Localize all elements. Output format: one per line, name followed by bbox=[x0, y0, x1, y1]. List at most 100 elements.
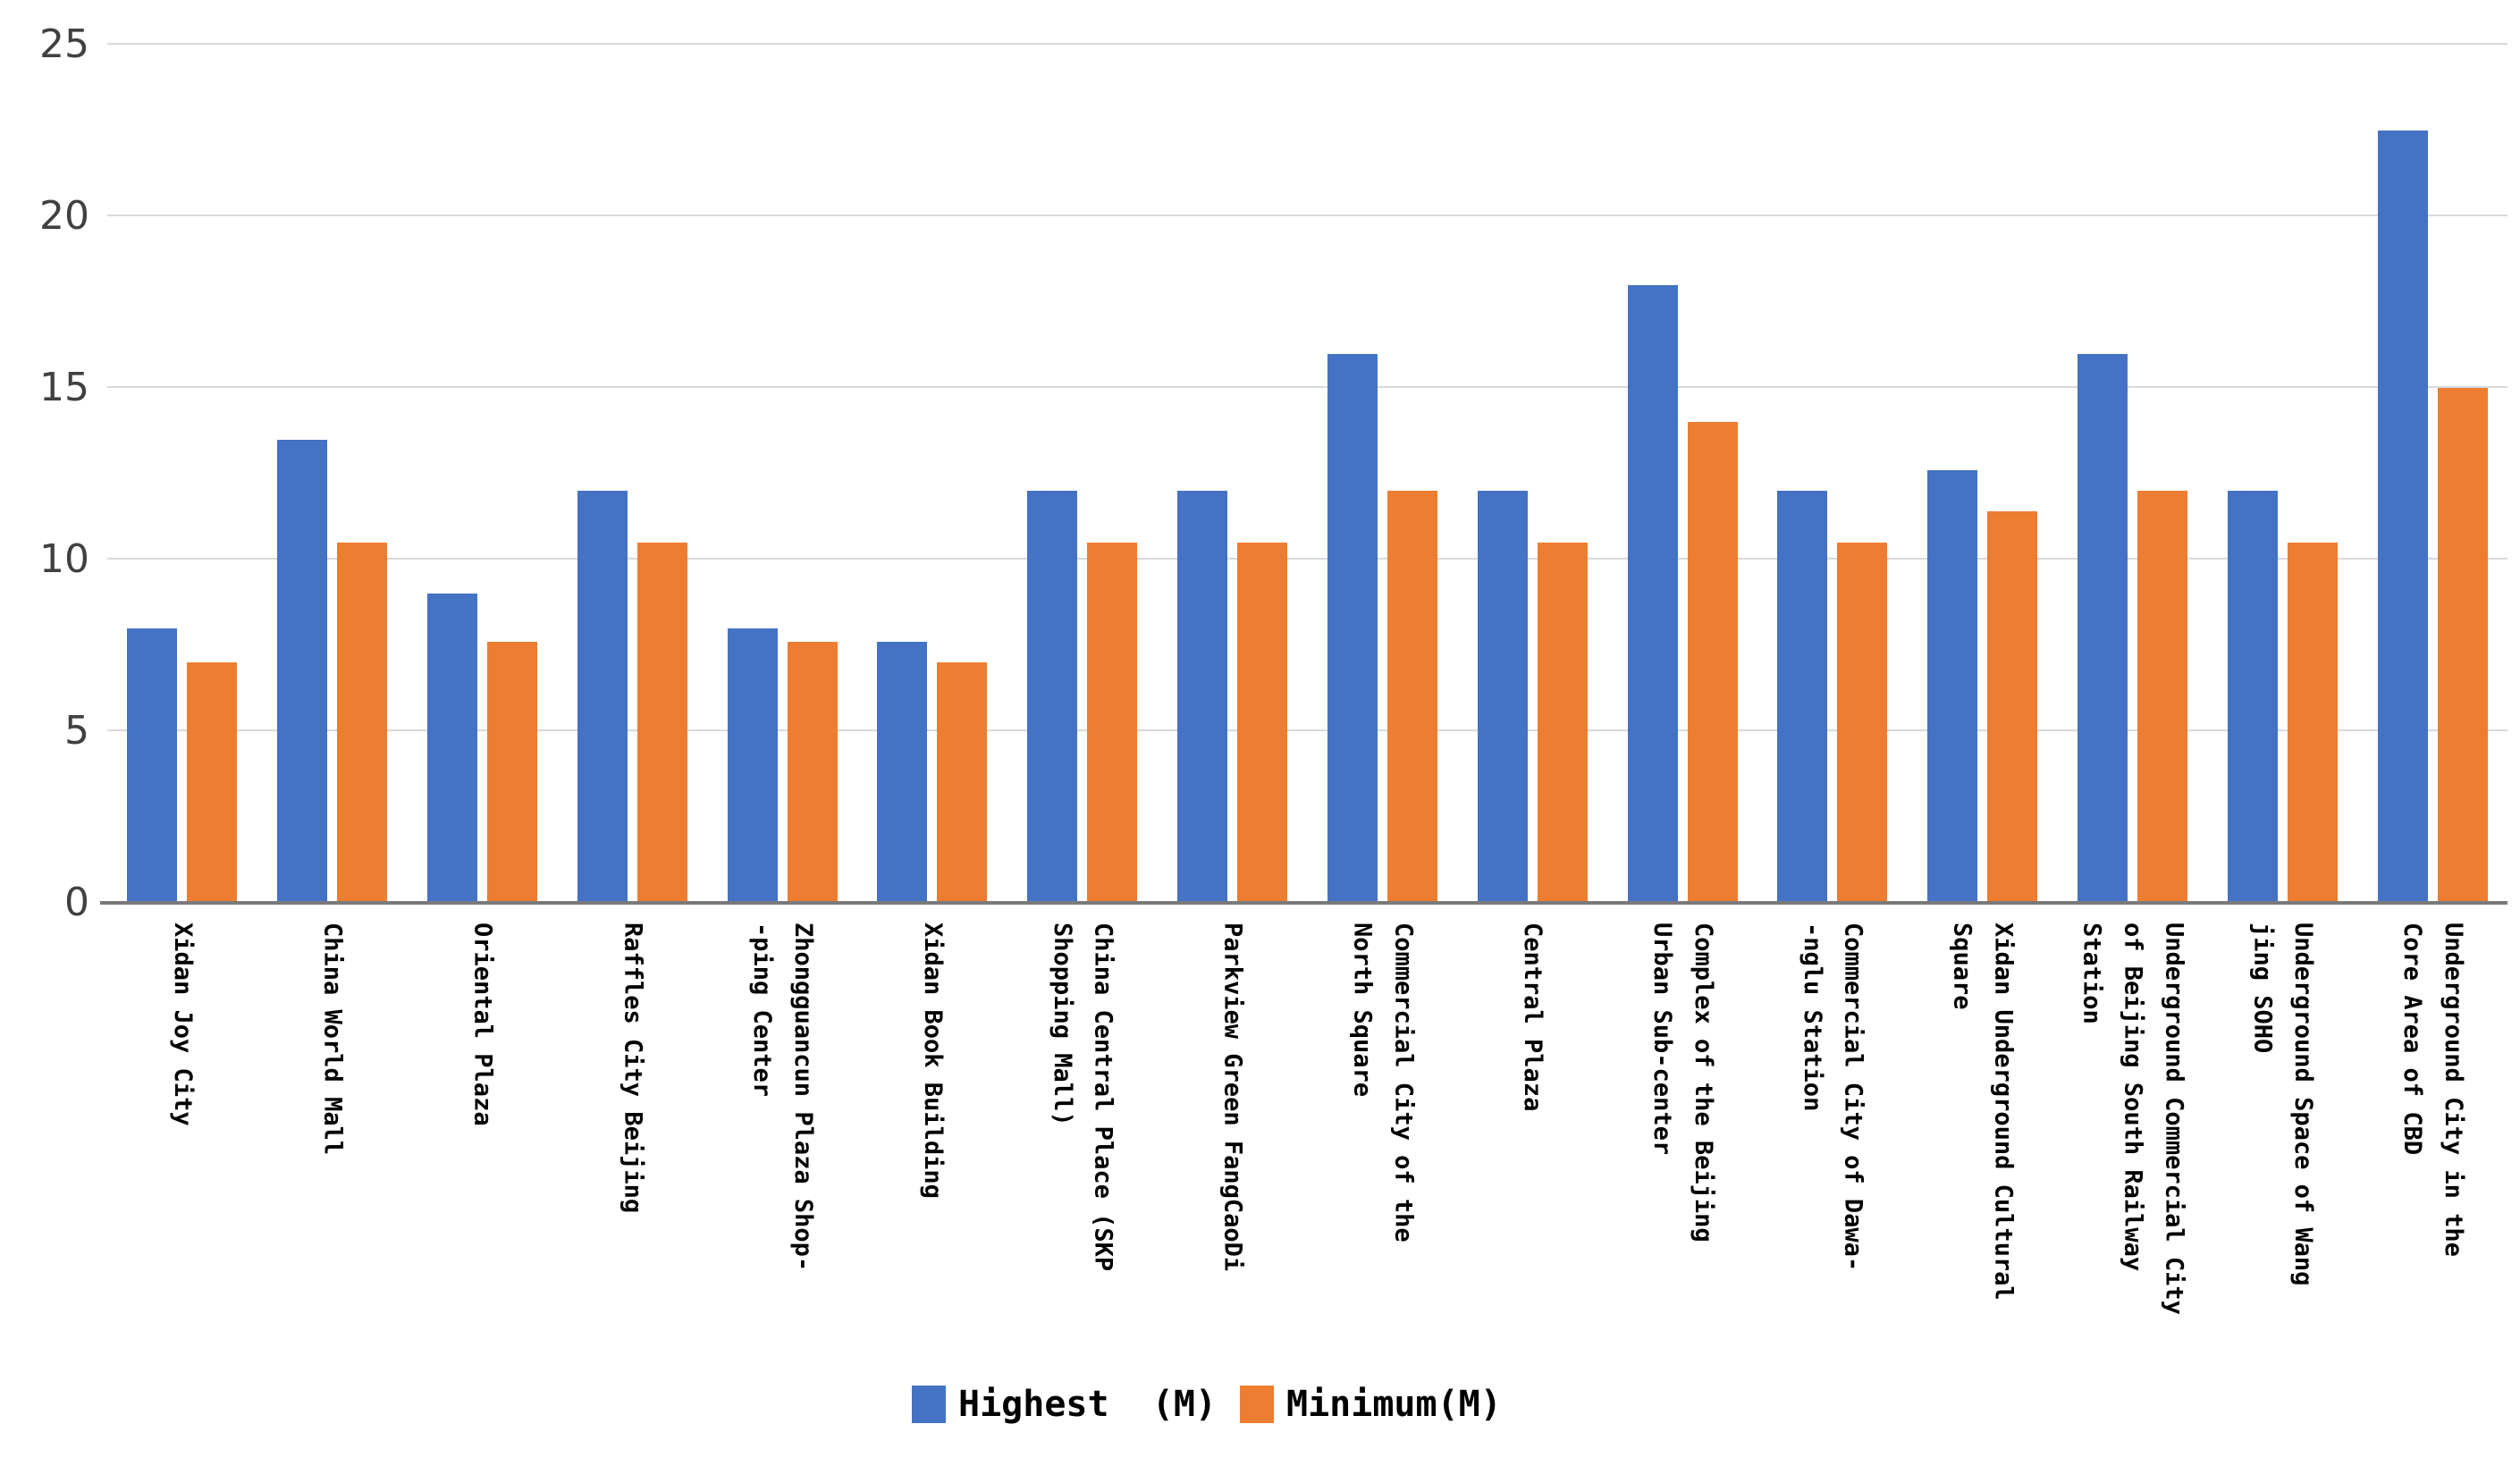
legend-swatch-highest-icon bbox=[912, 1386, 946, 1423]
bar-minimum-m-15 bbox=[2287, 542, 2338, 903]
bar-group-16 bbox=[2357, 45, 2507, 903]
bar-highest-m-4 bbox=[577, 491, 628, 903]
bar-minimum-m-12 bbox=[1837, 542, 1888, 903]
x-label-slot-7: China Central Place (SKP Shopping Mall) bbox=[1007, 923, 1158, 1383]
gridline-5 bbox=[107, 729, 2507, 731]
bar-minimum-m-2 bbox=[337, 542, 388, 903]
bar-minimum-m-4 bbox=[636, 542, 687, 903]
x-label-slot-11: Complex of the Beijing Urban Sub-center bbox=[1607, 923, 1757, 1383]
bar-group-13 bbox=[1908, 45, 2058, 903]
y-tick-label-10: 10 bbox=[39, 536, 89, 582]
x-axis-label-8: Parkview Green FangCaoDi bbox=[1218, 923, 1247, 1272]
x-axis-label-13: Xidan Underground Cultural Square bbox=[1948, 923, 2018, 1301]
y-tick-label-20: 20 bbox=[39, 193, 89, 239]
x-label-slot-1: Xidan Joy City bbox=[107, 923, 257, 1383]
y-tick-label-0: 0 bbox=[64, 880, 89, 925]
x-axis-label-11: Complex of the Beijing Urban Sub-center bbox=[1648, 923, 1717, 1243]
bar-minimum-m-11 bbox=[1687, 422, 1738, 903]
x-axis-label-10: Central Plaza bbox=[1519, 923, 1547, 1112]
legend-swatch-minimum-icon bbox=[1239, 1386, 1274, 1423]
y-tick-label-25: 25 bbox=[39, 21, 89, 67]
gridline-25 bbox=[107, 43, 2507, 45]
x-axis-label-7: China Central Place (SKP Shopping Mall) bbox=[1048, 923, 1117, 1272]
legend-item-highest: Highest (M) bbox=[912, 1384, 1217, 1425]
bar-highest-m-5 bbox=[727, 628, 778, 903]
bar-groups bbox=[107, 45, 2507, 903]
bar-minimum-m-3 bbox=[487, 642, 538, 903]
bar-group-1 bbox=[107, 45, 257, 903]
x-label-slot-12: Commercial City of Dawa- -nglu Station bbox=[1757, 923, 1908, 1383]
bar-group-8 bbox=[1158, 45, 1308, 903]
bar-highest-m-10 bbox=[1477, 491, 1528, 903]
gridline-15 bbox=[107, 386, 2507, 388]
bar-minimum-m-1 bbox=[187, 662, 238, 903]
bar-highest-m-3 bbox=[427, 594, 478, 903]
gridline-20 bbox=[107, 215, 2507, 216]
bar-minimum-m-5 bbox=[787, 642, 838, 903]
bar-minimum-m-8 bbox=[1237, 542, 1288, 903]
y-tick-label-5: 5 bbox=[64, 708, 89, 754]
bar-group-4 bbox=[557, 45, 707, 903]
x-label-slot-4: Raffles City Beijing bbox=[557, 923, 707, 1383]
bar-highest-m-9 bbox=[1327, 353, 1378, 903]
legend-label-minimum: Minimum(M) bbox=[1285, 1384, 1502, 1425]
bar-highest-m-16 bbox=[2377, 131, 2428, 903]
bar-minimum-m-7 bbox=[1087, 542, 1138, 903]
x-label-slot-9: Commercial City of the North Square bbox=[1308, 923, 1458, 1383]
x-label-slot-13: Xidan Underground Cultural Square bbox=[1908, 923, 2058, 1383]
x-axis-label-6: Xidan Book Building bbox=[918, 923, 947, 1199]
y-tick-label-15: 15 bbox=[39, 365, 89, 410]
x-axis-label-5: Zhongguancun Plaza Shop- -ping Center bbox=[748, 923, 818, 1272]
x-label-slot-16: Underground City in the Core Area of CBD bbox=[2357, 923, 2507, 1383]
bar-highest-m-15 bbox=[2227, 491, 2278, 903]
bar-group-9 bbox=[1308, 45, 1458, 903]
x-axis-label-3: Oriental Plaza bbox=[468, 923, 497, 1126]
bar-group-15 bbox=[2207, 45, 2357, 903]
x-axis-label-12: Commercial City of Dawa- -nglu Station bbox=[1798, 923, 1867, 1272]
bar-group-12 bbox=[1757, 45, 1908, 903]
bar-group-3 bbox=[408, 45, 558, 903]
x-label-slot-10: Central Plaza bbox=[1457, 923, 1607, 1383]
bar-group-5 bbox=[707, 45, 857, 903]
bar-minimum-m-16 bbox=[2437, 388, 2488, 903]
y-axis: 0 5 10 15 20 25 bbox=[0, 0, 89, 1483]
x-axis-label-4: Raffles City Beijing bbox=[619, 923, 647, 1214]
x-axis-line bbox=[100, 901, 2507, 905]
bar-minimum-m-14 bbox=[2137, 491, 2187, 903]
bar-minimum-m-13 bbox=[1987, 511, 2038, 903]
bar-group-2 bbox=[257, 45, 408, 903]
bar-group-11 bbox=[1607, 45, 1757, 903]
bar-minimum-m-6 bbox=[937, 662, 988, 903]
bar-minimum-m-9 bbox=[1386, 491, 1437, 903]
x-label-slot-3: Oriental Plaza bbox=[408, 923, 558, 1383]
x-label-slot-5: Zhongguancun Plaza Shop- -ping Center bbox=[707, 923, 857, 1383]
bar-highest-m-2 bbox=[277, 439, 328, 903]
bar-group-7 bbox=[1007, 45, 1158, 903]
x-axis-label-15: Underground Space of Wang jing SOHO bbox=[2248, 923, 2318, 1286]
x-axis-label-1: Xidan Joy City bbox=[168, 923, 197, 1126]
x-axis-label-2: China World Mall bbox=[318, 923, 347, 1156]
bar-highest-m-14 bbox=[2077, 353, 2128, 903]
bar-highest-m-12 bbox=[1777, 491, 1828, 903]
legend-item-minimum: Minimum(M) bbox=[1239, 1384, 1502, 1425]
bar-highest-m-7 bbox=[1027, 491, 1078, 903]
bar-highest-m-8 bbox=[1177, 491, 1228, 903]
bar-highest-m-13 bbox=[1927, 470, 1978, 903]
x-label-slot-14: Underground Commercial City of Beijing S… bbox=[2058, 923, 2208, 1383]
x-label-slot-8: Parkview Green FangCaoDi bbox=[1158, 923, 1308, 1383]
bar-highest-m-6 bbox=[877, 642, 928, 903]
x-label-slot-6: Xidan Book Building bbox=[857, 923, 1007, 1383]
plot-area bbox=[100, 43, 2507, 905]
x-axis-label-16: Underground City in the Core Area of CBD bbox=[2398, 923, 2467, 1257]
x-label-slot-2: China World Mall bbox=[257, 923, 408, 1383]
bar-group-10 bbox=[1457, 45, 1607, 903]
bar-highest-m-1 bbox=[127, 628, 178, 903]
bar-minimum-m-10 bbox=[1537, 542, 1588, 903]
x-axis-labels: Xidan Joy City China World Mall Oriental P… bbox=[107, 923, 2507, 1383]
gridline-10 bbox=[107, 558, 2507, 560]
x-label-slot-15: Underground Space of Wang jing SOHO bbox=[2207, 923, 2357, 1383]
bar-highest-m-11 bbox=[1627, 284, 1678, 903]
bar-group-14 bbox=[2058, 45, 2208, 903]
x-axis-label-9: Commercial City of the North Square bbox=[1348, 923, 1418, 1243]
x-axis-label-14: Underground Commercial City of Beijing S… bbox=[2078, 923, 2188, 1315]
